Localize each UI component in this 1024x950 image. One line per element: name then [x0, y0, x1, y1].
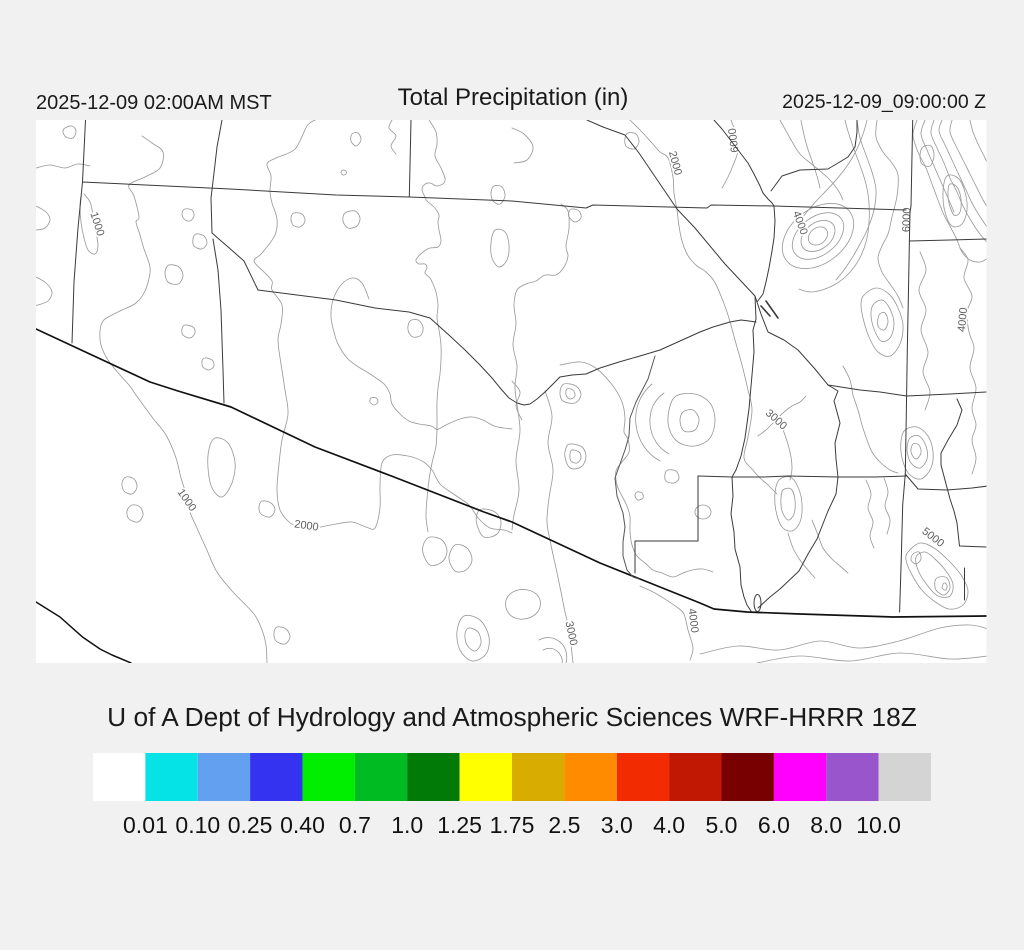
- svg-text:1.0: 1.0: [391, 812, 423, 838]
- svg-text:8.0: 8.0: [810, 812, 842, 838]
- svg-text:0.40: 0.40: [280, 812, 325, 838]
- svg-text:4.0: 4.0: [653, 812, 685, 838]
- svg-text:U of A Dept of Hydrology and A: U of A Dept of Hydrology and Atmospheric…: [107, 702, 917, 732]
- svg-text:2025-12-09_09:00:00 Z: 2025-12-09_09:00:00 Z: [782, 91, 986, 113]
- svg-text:0.01: 0.01: [123, 812, 168, 838]
- svg-text:6000: 6000: [727, 127, 742, 153]
- svg-text:1.75: 1.75: [490, 812, 535, 838]
- svg-text:2.5: 2.5: [548, 812, 580, 838]
- svg-text:10.0: 10.0: [856, 812, 901, 838]
- svg-text:0.7: 0.7: [339, 812, 371, 838]
- svg-text:1.25: 1.25: [437, 812, 482, 838]
- svg-text:4000: 4000: [956, 307, 970, 332]
- svg-text:2025-12-09 02:00AM MST: 2025-12-09 02:00AM MST: [36, 92, 272, 114]
- svg-text:6000: 6000: [901, 207, 914, 232]
- svg-text:3.0: 3.0: [601, 812, 633, 838]
- svg-text:5.0: 5.0: [706, 812, 738, 838]
- svg-text:2000: 2000: [293, 518, 319, 533]
- svg-text:0.10: 0.10: [175, 812, 220, 838]
- svg-text:0.25: 0.25: [228, 812, 273, 838]
- svg-text:6.0: 6.0: [758, 812, 790, 838]
- svg-text:4000: 4000: [686, 608, 701, 634]
- svg-text:Total Precipitation (in): Total Precipitation (in): [398, 84, 629, 111]
